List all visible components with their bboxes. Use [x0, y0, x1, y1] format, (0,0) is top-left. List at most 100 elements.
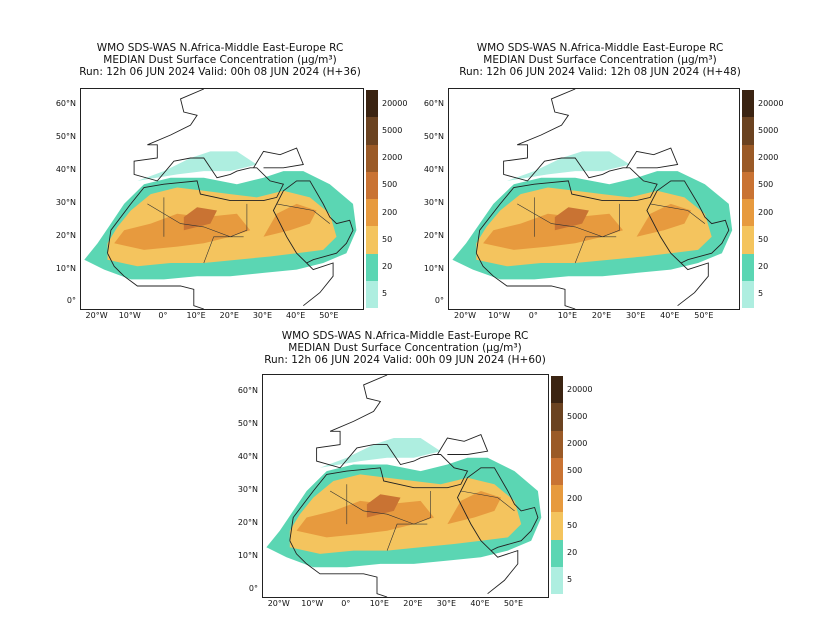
country-border	[460, 490, 515, 512]
lat-tick-label: 0°	[434, 296, 444, 306]
colorbar-segment	[366, 199, 378, 227]
lon-tick-label: 30°E	[626, 311, 646, 320]
colorbar-tick-label: 2000	[567, 439, 588, 449]
colorbar-tick-label: 50	[567, 520, 578, 530]
coastline	[272, 180, 354, 264]
lon-tick-label: 20°E	[403, 599, 423, 608]
colorbar-segment	[551, 376, 563, 404]
country-border	[650, 203, 706, 224]
lat-tick-label: 30°N	[237, 484, 258, 494]
coastline	[253, 147, 304, 169]
lat-tick-label: 20°N	[237, 518, 258, 528]
colorbar-segment	[742, 90, 754, 118]
colorbar-tick-label: 20	[567, 548, 578, 558]
lon-tick-label: 50°E	[694, 311, 714, 320]
lon-tick-label: 0°	[341, 599, 351, 608]
colorbar-segment	[742, 280, 754, 308]
dust-map-panel-1	[80, 88, 364, 310]
dust-area-high-east	[636, 203, 692, 237]
lon-tick-label: 0°	[528, 311, 538, 320]
dust-area-high	[296, 500, 434, 538]
panel-title-line1: WMO SDS-WAS N.Africa-Middle East-Europe …	[476, 42, 724, 54]
colorbar-tick-label: 200	[567, 493, 583, 503]
lat-tick-label: 10°N	[237, 551, 258, 561]
colorbar-segment	[366, 90, 378, 118]
dust-area-high-east	[263, 203, 317, 237]
lon-tick-label: 20°W	[454, 311, 477, 320]
lon-tick-label: 0°	[158, 311, 168, 320]
colorbar-segment	[742, 117, 754, 145]
lon-tick-label: 10°W	[118, 311, 141, 320]
dust-area-high	[483, 213, 623, 250]
lon-tick-label: 10°W	[301, 599, 324, 608]
lat-tick-label: 50°N	[237, 418, 258, 428]
colorbar-segment	[742, 144, 754, 172]
colorbar-segment	[551, 512, 563, 540]
panel-title-line1: WMO SDS-WAS N.Africa-Middle East-Europe …	[281, 330, 529, 342]
lat-tick-label: 40°N	[423, 165, 444, 175]
lat-tick-label: 50°N	[55, 132, 76, 142]
lon-tick-label: 30°E	[436, 599, 457, 608]
colorbar-tick-label: 200	[382, 207, 398, 217]
colorbar-tick-label: 50	[758, 234, 769, 244]
panel-h48: WMO SDS-WAS N.Africa-Middle East-Europe …	[420, 42, 780, 322]
colorbar-tick-label: 20000	[567, 384, 593, 394]
colorbar-tick-label: 5000	[567, 411, 588, 421]
lat-tick-label: 10°N	[423, 263, 444, 273]
dust-area-europe	[507, 151, 630, 181]
lat-tick-label: 60°N	[237, 385, 258, 395]
panel-title-line1: WMO SDS-WAS N.Africa-Middle East-Europe …	[96, 42, 344, 54]
colorbar-tick-label: 5	[382, 289, 388, 299]
dust-area-high	[114, 213, 251, 250]
coastline	[475, 252, 576, 309]
panel-title-line2: MEDIAN Dust Surface Concentration (μg/m³…	[483, 54, 717, 66]
lon-tick-label: 50°E	[503, 599, 524, 608]
dust-area-europe	[137, 151, 257, 181]
colorbar-tick-label: 500	[382, 180, 398, 190]
colorbar-segment	[551, 539, 563, 567]
lon-tick-label: 10°E	[186, 311, 206, 320]
country-border	[329, 490, 431, 525]
colorbar-tick-label: 500	[567, 466, 583, 476]
colorbar-tick-label: 20000	[382, 98, 408, 108]
lat-tick-label: 30°N	[423, 197, 444, 207]
panel-h36: WMO SDS-WAS N.Africa-Middle East-Europe …	[40, 42, 400, 322]
coastline	[677, 262, 709, 307]
coastline	[289, 375, 469, 541]
lon-tick-label: 30°E	[252, 311, 273, 320]
colorbar-segment	[551, 403, 563, 431]
coastline	[303, 262, 334, 307]
colorbar-segment	[366, 226, 378, 254]
lat-tick-label: 40°N	[55, 165, 76, 175]
lat-tick-label: 40°N	[237, 451, 258, 461]
dust-area-very-high	[183, 207, 217, 231]
coastline	[107, 89, 285, 254]
colorbar-tick-label: 20000	[758, 98, 784, 108]
colorbar-tick-label: 500	[758, 180, 774, 190]
lon-tick-label: 50°E	[319, 311, 339, 320]
panel-title-line2: MEDIAN Dust Surface Concentration (μg/m³…	[288, 342, 522, 354]
colorbar-segment	[366, 117, 378, 145]
lon-tick-label: 40°E	[470, 599, 490, 608]
lat-tick-label: 10°N	[55, 263, 76, 273]
colorbar-tick-label: 5	[758, 289, 764, 299]
colorbar-segment	[742, 253, 754, 281]
map-svg	[84, 89, 357, 309]
panel-title-line2: MEDIAN Dust Surface Concentration (μg/m³…	[103, 54, 337, 66]
dust-area-very-high	[366, 494, 401, 518]
lat-tick-label: 0°	[248, 584, 258, 594]
country-border	[276, 203, 330, 224]
colorbar-segment	[551, 566, 563, 594]
colorbar-tick-label: 200	[758, 207, 774, 217]
colorbar-tick-label: 2000	[758, 153, 779, 163]
coastline	[487, 549, 519, 595]
coastline	[626, 147, 679, 169]
lon-tick-label: 10°E	[557, 311, 578, 320]
lat-tick-label: 50°N	[423, 132, 444, 142]
coastline	[437, 434, 489, 455]
map-svg	[266, 375, 542, 597]
lat-tick-label: 60°N	[55, 99, 76, 109]
country-border	[386, 523, 428, 551]
coastline	[107, 252, 204, 309]
colorbar-segment	[742, 226, 754, 254]
